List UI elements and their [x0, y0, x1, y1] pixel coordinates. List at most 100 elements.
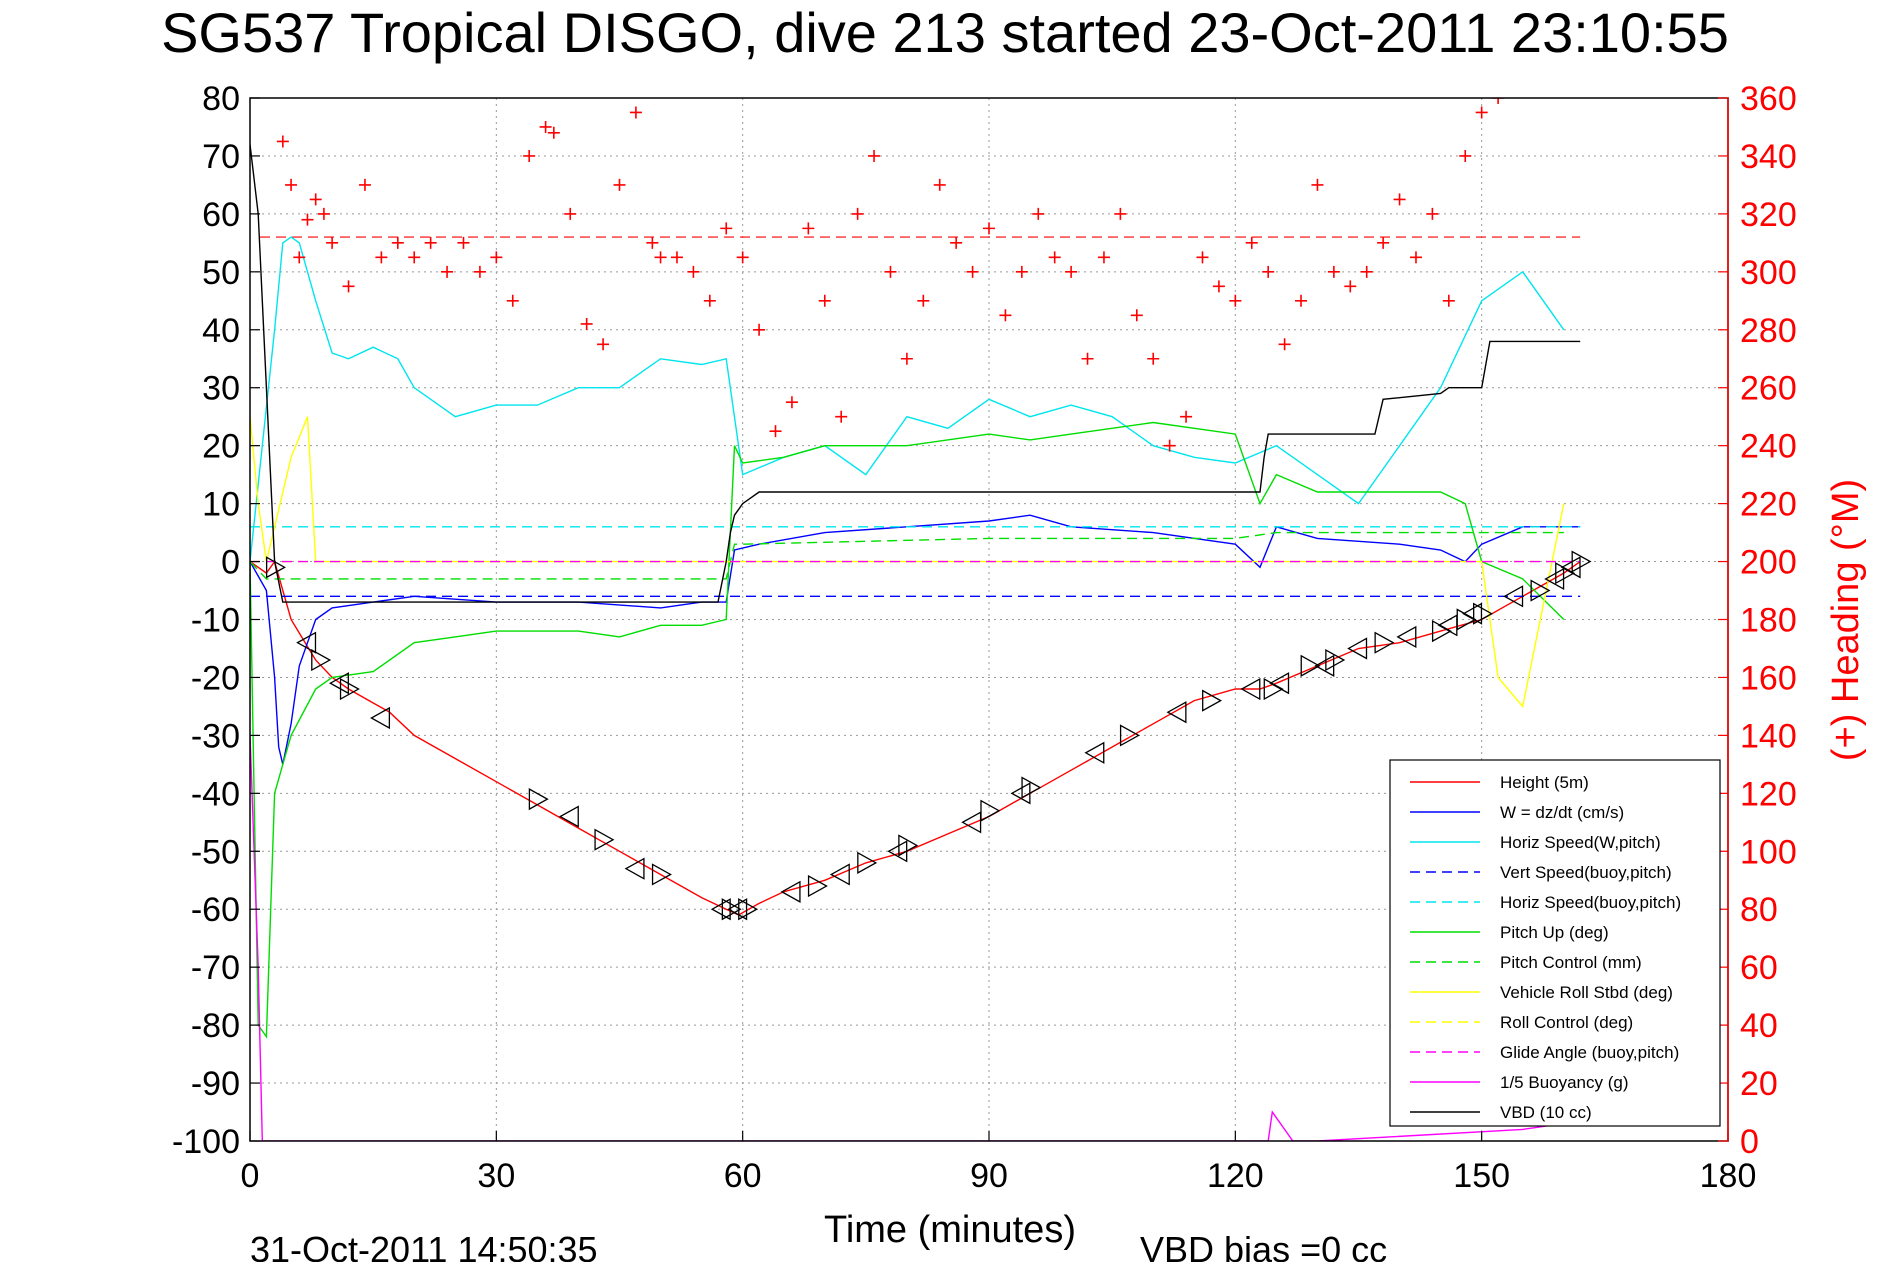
- y-tick-label: -100: [172, 1123, 240, 1161]
- heading-point: [1180, 410, 1193, 423]
- x-tick-label: 150: [1453, 1157, 1510, 1195]
- triangle-marker: [1462, 602, 1483, 625]
- triangle-markers: [265, 550, 1592, 921]
- heading-point: [1229, 294, 1242, 307]
- heading-point: [654, 251, 667, 264]
- triangle-marker: [296, 631, 317, 654]
- triangle-marker: [1021, 776, 1042, 799]
- y2-tick-label: 340: [1740, 138, 1797, 176]
- triangle-marker: [961, 811, 982, 834]
- heading-point: [1426, 207, 1439, 220]
- heading-point: [1327, 265, 1340, 278]
- heading-point: [1097, 251, 1110, 264]
- triangle-marker: [339, 677, 360, 701]
- heading-point: [457, 236, 470, 249]
- y-tick-label: 80: [202, 80, 240, 118]
- heading-point: [736, 251, 749, 264]
- y2-tick-label: 160: [1740, 659, 1797, 697]
- legend-label: Horiz Speed(buoy,pitch): [1500, 893, 1681, 912]
- triangle-marker: [1473, 602, 1494, 625]
- y-tick-label: -50: [191, 833, 240, 871]
- heading-point: [818, 294, 831, 307]
- heading-point: [1409, 251, 1422, 264]
- heading-point: [1295, 294, 1308, 307]
- heading-point: [1278, 338, 1291, 351]
- legend-label: Pitch Control (mm): [1500, 953, 1642, 972]
- triangle-marker: [558, 805, 579, 828]
- y2-tick-label: 300: [1740, 254, 1797, 292]
- heading-point: [580, 317, 593, 330]
- y2-tick-label: 360: [1740, 80, 1797, 118]
- series-w-dz-dt-cm-s: [250, 514, 1581, 765]
- heading-point: [785, 396, 798, 409]
- triangle-marker: [829, 863, 850, 886]
- heading-point: [1442, 294, 1455, 307]
- heading-point: [917, 294, 930, 307]
- triangle-marker: [1240, 677, 1261, 701]
- triangle-marker: [1431, 619, 1452, 643]
- heading-point: [408, 251, 421, 264]
- heading-point: [276, 135, 289, 148]
- triangle-marker: [1347, 637, 1368, 660]
- heading-point: [293, 251, 306, 264]
- triangle-marker: [710, 898, 731, 921]
- triangle-marker: [857, 851, 878, 874]
- heading-point: [1212, 280, 1225, 293]
- heading-point: [900, 352, 913, 365]
- heading-point: [1377, 236, 1390, 249]
- triangle-marker: [727, 898, 748, 921]
- x-tick-label: 120: [1207, 1157, 1264, 1195]
- y2-tick-label: 280: [1740, 312, 1797, 350]
- heading-point: [1262, 265, 1275, 278]
- triangle-marker: [1300, 654, 1321, 677]
- heading-point: [539, 120, 552, 133]
- series-horiz-speed-w-pitch: [250, 236, 1565, 562]
- heading-point: [506, 294, 519, 307]
- heading-point: [802, 222, 815, 235]
- series-heading: [276, 98, 1505, 452]
- series-vbd-10-cc: [250, 144, 1581, 603]
- heading-point: [285, 178, 298, 191]
- triangle-marker: [1555, 562, 1576, 585]
- y2-tick-label: 140: [1740, 717, 1797, 755]
- y-axis-right: 3603403203002802602402202001801601401201…: [1718, 80, 1797, 1161]
- triangle-marker: [1166, 701, 1187, 724]
- heading-point: [1065, 265, 1078, 278]
- heading-point: [441, 265, 454, 278]
- y2-tick-label: 180: [1740, 602, 1797, 640]
- legend-label: Vert Speed(buoy,pitch): [1500, 863, 1672, 882]
- heading-point: [933, 178, 946, 191]
- triangle-marker: [1202, 689, 1223, 712]
- y-tick-label: -10: [191, 602, 240, 640]
- triangle-marker: [1325, 648, 1346, 672]
- y-tick-label: -60: [191, 891, 240, 929]
- heading-point: [309, 193, 322, 206]
- y2-tick-label: 320: [1740, 196, 1797, 234]
- heading-point: [646, 236, 659, 249]
- heading-point: [1130, 309, 1143, 322]
- heading-point: [1032, 207, 1045, 220]
- triangle-marker: [780, 880, 801, 903]
- y-tick-label: -40: [191, 775, 240, 813]
- y2-tick-label: 240: [1740, 428, 1797, 466]
- heading-point: [868, 149, 881, 162]
- heading-point: [769, 425, 782, 438]
- y-tick-label: 20: [202, 428, 240, 466]
- y2-tick-label: 200: [1740, 544, 1797, 582]
- heading-point: [424, 236, 437, 249]
- heading-point: [703, 294, 716, 307]
- y-axis-left: 80 70 60 50 40 30 20 10 0 -10 -20 -30 -40 -50 -60 -70 -8…: [172, 80, 260, 1161]
- legend-label: W = dz/dt (cm/s): [1500, 803, 1624, 822]
- x-tick-label: 0: [241, 1157, 260, 1195]
- legend-box: [1389, 759, 1721, 1127]
- heading-point: [1393, 193, 1406, 206]
- y-tick-label: 0: [221, 544, 240, 582]
- heading-point: [629, 106, 642, 119]
- x-tick-label: 90: [970, 1157, 1008, 1195]
- heading-point: [1114, 207, 1127, 220]
- heading-point: [391, 236, 404, 249]
- chart-title: SG537 Tropical DISGO, dive 213 started 2…: [161, 1, 1729, 64]
- series-1-5-buoyancy-g: [250, 735, 1564, 1141]
- heading-point: [950, 236, 963, 249]
